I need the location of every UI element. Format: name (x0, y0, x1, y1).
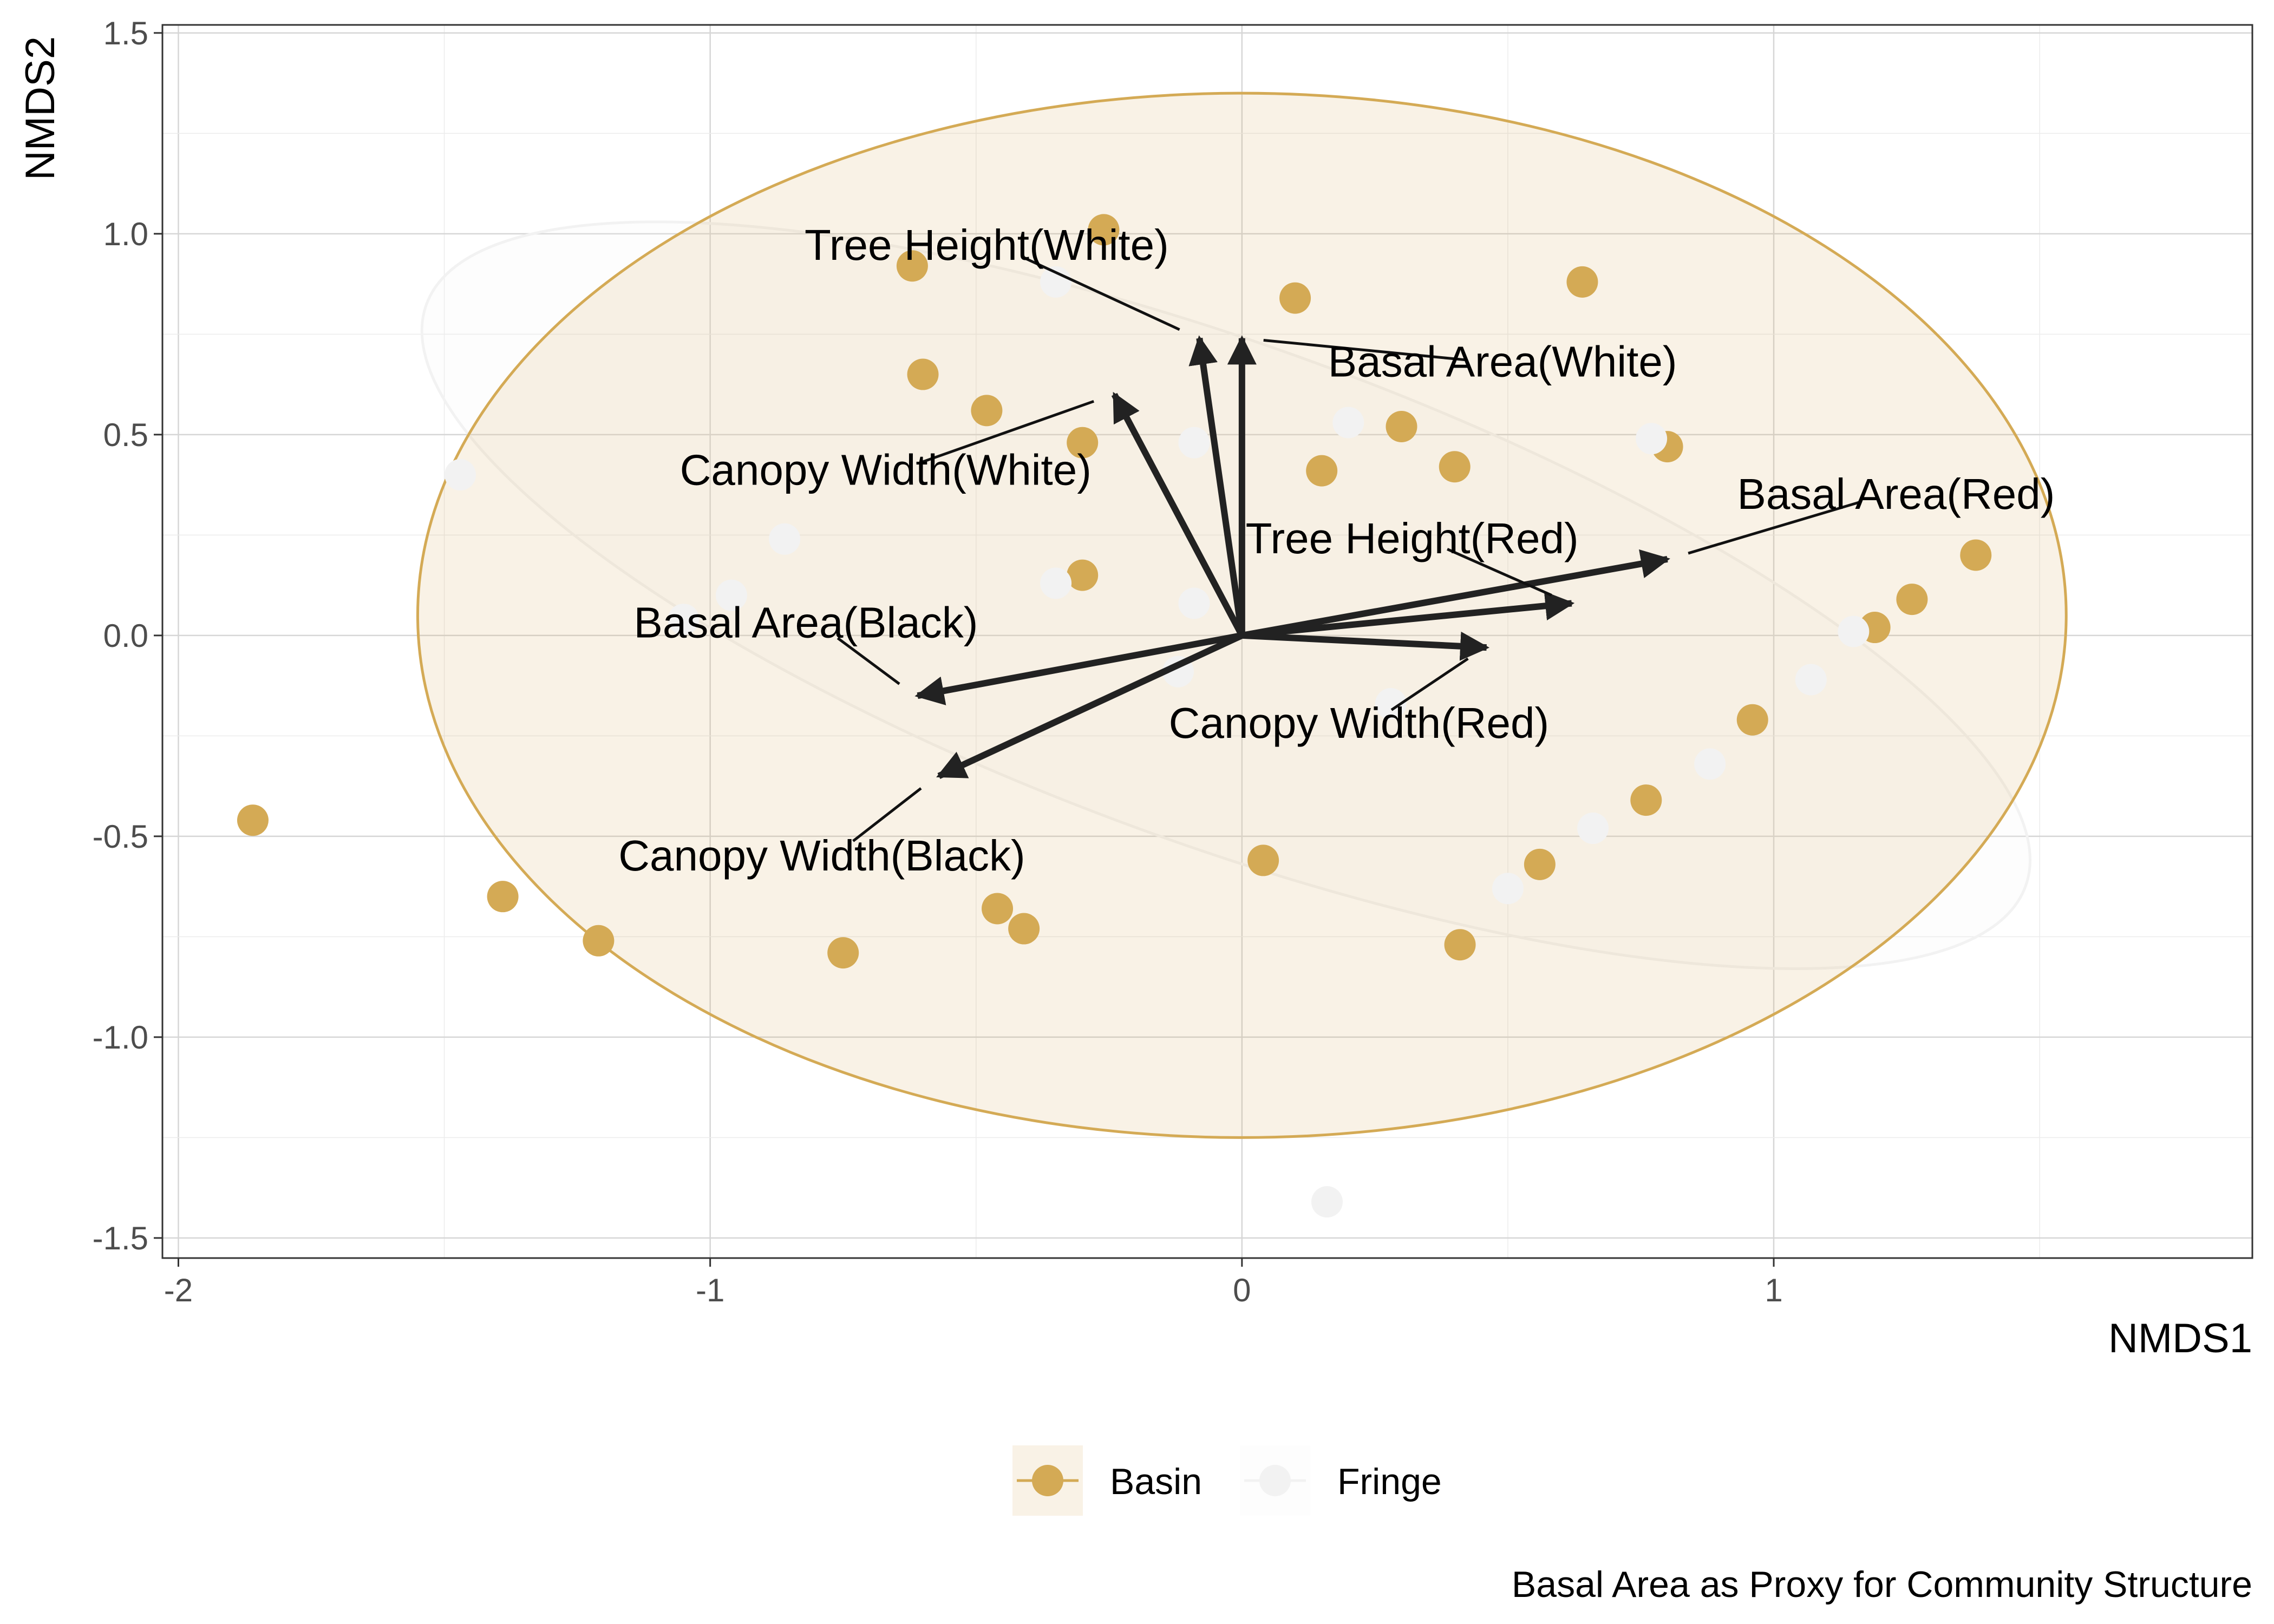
vector-leader-line (1263, 338, 1465, 362)
vector-leader-line (1447, 548, 1552, 597)
point-basin (1444, 929, 1476, 961)
point-fringe (1492, 873, 1524, 905)
legend-key-fringe-point (1259, 1465, 1291, 1496)
point-basin (896, 250, 928, 282)
point-fringe (715, 579, 747, 611)
point-fringe (1636, 423, 1668, 455)
point-fringe (1795, 664, 1827, 696)
point-basin (1524, 848, 1556, 880)
loading-vectors (914, 335, 1670, 780)
vector-arrow (1111, 391, 1245, 637)
y-tick-label: 0.5 (103, 417, 148, 453)
vector-arrow (914, 632, 1243, 705)
point-basin (487, 881, 519, 913)
y-axis-title: NMDS2 (17, 36, 63, 180)
x-tick-label: 0 (1233, 1272, 1251, 1308)
point-basin (1566, 266, 1598, 298)
chart-caption: Basal Area as Proxy for Community Struct… (1512, 1564, 2252, 1605)
point-basin (1247, 844, 1279, 876)
vector-leader-line (852, 787, 922, 842)
point-basin (583, 925, 615, 957)
vector-leader-line (837, 637, 900, 685)
point-basin (1386, 411, 1417, 443)
vector-leader-line (1390, 657, 1469, 711)
y-tick-label: 1.5 (103, 15, 148, 51)
point-fringe (1694, 748, 1726, 780)
y-tick-label: 0.0 (103, 618, 148, 654)
point-basin (1088, 214, 1120, 246)
point-basin (1067, 427, 1099, 459)
ellipse-fringe (420, 220, 2031, 970)
point-basin (1896, 584, 1928, 615)
vector-arrow (1241, 631, 1490, 661)
point-basin (971, 395, 1003, 427)
point-basin (907, 358, 939, 390)
point-fringe (1375, 688, 1407, 720)
vector-arrow (936, 632, 1244, 780)
point-basin (1067, 559, 1099, 591)
x-tick-label: 1 (1765, 1272, 1782, 1308)
vector-arrow (1188, 335, 1245, 636)
point-fringe (769, 523, 801, 555)
point-basin (237, 804, 269, 836)
x-tick-label: -1 (696, 1272, 724, 1308)
point-basin (827, 937, 859, 969)
point-fringe (445, 459, 476, 491)
vector-leader-line (1688, 501, 1860, 555)
point-basin (1439, 451, 1471, 483)
legend-label-fringe: Fringe (1337, 1461, 1442, 1502)
point-fringe (1040, 266, 1072, 298)
vector-labels: Tree Height(White) Basal Area(White) Canop… (618, 221, 2055, 880)
legend-key-basin-point (1032, 1465, 1063, 1496)
point-fringe (1577, 813, 1609, 844)
point-basin (1736, 704, 1768, 736)
vector-arrow (1241, 549, 1670, 639)
point-fringe (1311, 1186, 1343, 1218)
vector-label: Canopy Width(White) (680, 446, 1092, 494)
point-basin (1008, 913, 1040, 945)
point-basin (1306, 455, 1338, 487)
y-tick-label: -0.5 (93, 818, 148, 855)
point-fringe (1178, 427, 1210, 459)
point-basin (982, 893, 1014, 925)
point-basin (1960, 539, 1992, 571)
x-axis-title: NMDS1 (2108, 1315, 2252, 1361)
point-fringe (1838, 615, 1870, 647)
point-basin (1630, 784, 1662, 816)
point-fringe (1332, 407, 1364, 438)
vector-label: Tree Height(Red) (1246, 514, 1579, 562)
vector-leader-line (1021, 255, 1180, 331)
plot-panel-border (161, 24, 2253, 1259)
vector-label: Canopy Width(Black) (618, 831, 1025, 880)
point-basin (1279, 282, 1311, 314)
vector-arrow (1241, 591, 1575, 639)
y-tick-label: -1.0 (93, 1019, 148, 1056)
point-fringe (668, 604, 700, 636)
vector-label: Tree Height(White) (805, 221, 1169, 269)
data-points (237, 214, 1992, 1218)
x-tick-label: -2 (164, 1272, 193, 1308)
legend-label-basin: Basin (1110, 1461, 1202, 1502)
y-tick-label: 1.0 (103, 216, 148, 252)
y-tick-label: -1.5 (93, 1220, 148, 1256)
vector-label: Basal Area(Black) (634, 599, 978, 647)
legend: Basin Fringe (1012, 1445, 1442, 1516)
vector-label: Basal Area(White) (1328, 337, 1677, 385)
point-fringe (1178, 587, 1210, 619)
point-fringe (1040, 567, 1072, 599)
vector-label: Canopy Width(Red) (1169, 699, 1550, 747)
vector-label: Basal Area(Red) (1737, 470, 2055, 518)
axes: -2 -1 0 1 -1.5 -1.0 -0.5 0.0 0.5 1.0 1.5 (93, 15, 1783, 1308)
vector-leader-line (921, 400, 1095, 464)
